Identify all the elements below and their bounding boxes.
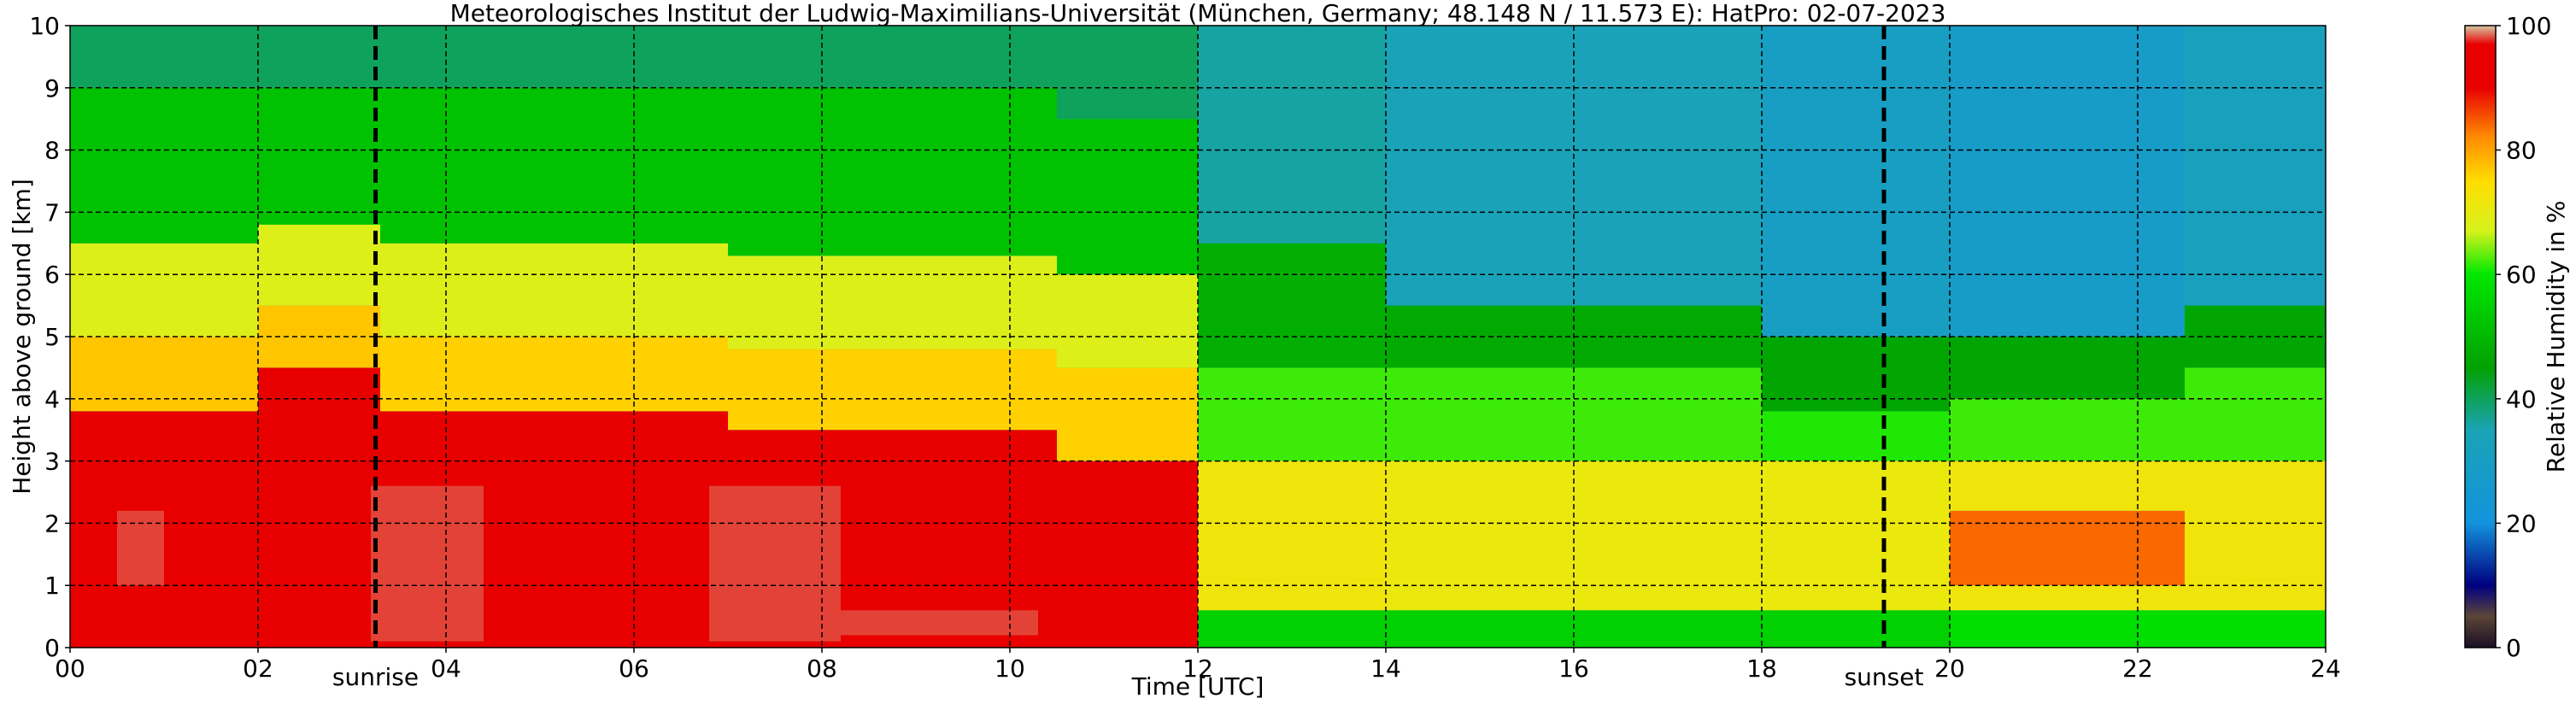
heatmap-cell	[1950, 398, 2185, 461]
x-tick-label: 12	[1182, 654, 1213, 683]
grid-lines	[70, 26, 2326, 648]
y-tick-label: 10	[29, 12, 60, 40]
heatmap-cell	[728, 255, 1057, 349]
heatmap-cell	[1762, 337, 1950, 412]
y-tick-label: 1	[44, 572, 60, 600]
y-tick-label: 8	[44, 137, 60, 165]
x-tick-label: 02	[243, 654, 273, 683]
heatmap-cell	[2185, 610, 2326, 648]
y-axis-ticks: 0 1 2 3 4 5 6 7 8 9 10	[29, 12, 70, 662]
event-lines	[373, 26, 1887, 648]
chart-title: Meteorologisches Institut der Ludwig-Max…	[450, 0, 1946, 27]
heatmap-cell	[70, 87, 258, 243]
y-tick-label: 7	[44, 198, 60, 226]
y-tick-label: 5	[44, 323, 60, 351]
x-axis-ticks: 00 02 04 06 08 10 12 14 16 18 20 22 24	[55, 648, 2341, 683]
heatmap-cell	[380, 337, 728, 412]
heatmap-cell	[380, 26, 728, 88]
heatmap-cell	[2185, 461, 2326, 611]
saturated-patch	[709, 485, 841, 642]
heatmap-cell	[380, 87, 728, 243]
heatmap-cell	[1950, 337, 2185, 399]
colorbar-tick-label: 60	[2506, 261, 2537, 289]
heatmap-cell	[70, 26, 258, 88]
x-tick-label: 16	[1558, 654, 1589, 683]
heatmap-cell	[1057, 119, 1198, 275]
heatmap-cell	[728, 349, 1057, 431]
heatmap-cell	[258, 367, 380, 648]
y-tick-label: 2	[44, 509, 60, 537]
heatmap-cell	[1198, 461, 1386, 611]
heatmap-cell	[1198, 610, 1386, 648]
heatmap-cell	[258, 224, 380, 306]
y-tick-label: 9	[44, 74, 60, 103]
heatmap-cell	[2185, 26, 2326, 306]
heatmap-cell	[728, 26, 1057, 88]
x-tick-label: 00	[55, 654, 85, 683]
sunset-label: sunset	[1845, 663, 1924, 691]
x-tick-label: 08	[807, 654, 837, 683]
heatmap-cell	[1762, 411, 1950, 461]
heatmap-cell	[2185, 367, 2326, 461]
x-tick-label: 06	[619, 654, 649, 683]
x-tick-label: 10	[995, 654, 1025, 683]
heatmap-cell	[1762, 610, 1950, 648]
heatmap-cell	[258, 26, 380, 88]
colorbar-gradient	[2465, 26, 2496, 648]
heatmap-cell	[1950, 510, 2185, 586]
sunrise-label: sunrise	[332, 663, 419, 691]
colorbar-label: Relative Humidity in %	[2542, 201, 2570, 473]
x-tick-label: 04	[431, 654, 461, 683]
y-tick-label: 0	[44, 634, 60, 662]
heatmap-cell	[1057, 367, 1198, 461]
saturated-patch	[371, 485, 484, 642]
colorbar-tick-label: 0	[2506, 634, 2521, 662]
x-tick-label: 18	[1746, 654, 1777, 683]
saturated-patch	[117, 510, 164, 586]
heatmap-cell	[1950, 26, 2185, 337]
heatmap-cell	[1198, 243, 1386, 368]
heatmap-cell	[1057, 274, 1198, 368]
y-tick-label: 4	[44, 385, 60, 414]
heatmap-cell	[380, 243, 728, 337]
y-axis-label: Height above ground [km]	[8, 179, 36, 495]
colorbar: 0 20 40 60 80 100 Relative Humidity in %	[2464, 12, 2570, 662]
heatmap-cell	[70, 337, 258, 412]
heatmap-cell	[258, 87, 380, 225]
event-labels: sunrise sunset	[332, 663, 1924, 691]
colorbar-tick-label: 20	[2506, 509, 2537, 537]
x-tick-label: 14	[1370, 654, 1401, 683]
colorbar-frame	[2464, 25, 2497, 648]
heatmap-cell	[1057, 461, 1198, 648]
y-tick-label: 3	[44, 448, 60, 476]
x-axis-label: Time [UTC]	[1131, 672, 1265, 701]
colorbar-tick-label: 100	[2506, 12, 2551, 40]
colorbar-ticks: 0 20 40 60 80 100	[2496, 12, 2551, 662]
heatmap-cell	[1950, 610, 2185, 648]
y-tick-label: 6	[44, 261, 60, 289]
colorbar-tick-label: 80	[2506, 137, 2537, 165]
heatmap-cell	[1762, 461, 1950, 611]
heatmap-cell	[1950, 585, 2185, 611]
heatmap-cell	[1762, 26, 1950, 337]
x-tick-label: 22	[2122, 654, 2153, 683]
heatmap-cell	[1057, 26, 1198, 120]
saturated-patch	[841, 610, 1038, 636]
colorbar-tick-label: 40	[2506, 385, 2537, 414]
x-tick-label: 20	[1934, 654, 1965, 683]
heatmap-cell	[1950, 461, 2185, 511]
heatmap-cell	[1198, 26, 1386, 243]
plot-area	[70, 26, 2326, 648]
x-tick-label: 24	[2310, 654, 2341, 683]
heatmap-cell	[1198, 367, 1386, 461]
heatmap-cell	[728, 87, 1057, 256]
heatmap-cell	[70, 243, 258, 337]
heatmap-cells	[70, 26, 2326, 648]
